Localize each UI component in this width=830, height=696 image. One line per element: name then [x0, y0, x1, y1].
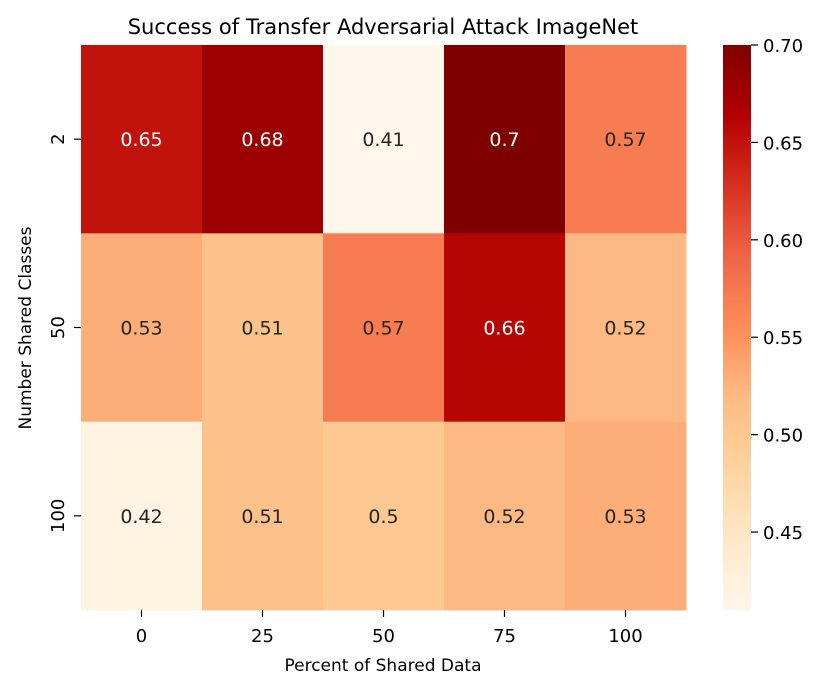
heatmap-cells	[81, 45, 687, 611]
cell-value-label: 0.65	[120, 129, 162, 151]
x-axis-label: Percent of Shared Data	[284, 656, 481, 676]
colorbar-tick-label: 0.55	[763, 328, 803, 349]
heatmap-cell	[202, 233, 324, 423]
colorbar-tick-label: 0.70	[763, 36, 803, 57]
heatmap-cell	[81, 233, 203, 423]
x-tick-label: 50	[372, 626, 395, 647]
cell-value-label: 0.7	[489, 129, 519, 151]
y-axis: 2 50 100	[48, 133, 81, 533]
cell-value-label: 0.51	[241, 506, 283, 528]
heatmap-cell	[81, 45, 203, 234]
y-tick-label: 2	[48, 133, 69, 144]
colorbar-tick-label: 0.50	[763, 426, 803, 447]
heatmap-cell	[565, 421, 687, 611]
heatmap-cell	[323, 45, 445, 234]
colorbar-tick-label: 0.60	[763, 231, 803, 252]
x-tick-label: 25	[251, 626, 274, 647]
heatmap-cell	[323, 233, 445, 423]
y-tick-label: 50	[48, 316, 69, 339]
heatmap-cell	[444, 421, 566, 611]
heatmap-cell	[444, 233, 566, 423]
cell-value-label: 0.52	[483, 506, 525, 528]
y-tick-label: 100	[48, 499, 69, 533]
x-tick-label: 100	[608, 626, 642, 647]
cell-value-label: 0.68	[241, 129, 283, 151]
heatmap-cell-labels: 0.65 0.68 0.41 0.7 0.57 0.53 0.51 0.57 0.66 0.52 0…	[120, 129, 646, 528]
cell-value-label: 0.53	[120, 318, 162, 340]
cell-value-label: 0.52	[604, 318, 646, 340]
cell-value-label: 0.57	[362, 318, 404, 340]
x-axis: 0 25 50 75 100	[136, 610, 643, 647]
cell-value-label: 0.53	[604, 506, 646, 528]
heatmap-cell	[565, 45, 687, 234]
heatmap-cell	[81, 421, 203, 611]
cell-value-label: 0.66	[483, 318, 525, 340]
cell-value-label: 0.41	[362, 129, 404, 151]
colorbar-gradient	[723, 45, 751, 610]
cell-value-label: 0.51	[241, 318, 283, 340]
x-tick-label: 75	[493, 626, 516, 647]
colorbar-tick-label: 0.45	[763, 523, 803, 544]
colorbar: 0.45 0.50 0.55 0.60 0.65 0.70	[723, 36, 803, 610]
colorbar-tick-label: 0.65	[763, 133, 803, 154]
chart-title: Success of Transfer Adversarial Attack I…	[128, 15, 639, 39]
y-axis-label: Number Shared Classes	[16, 226, 36, 429]
heatmap-cell	[565, 233, 687, 423]
heatmap-cell	[202, 45, 324, 234]
cell-value-label: 0.42	[120, 506, 162, 528]
x-tick-label: 0	[136, 626, 147, 647]
heatmap-cell	[202, 421, 324, 611]
cell-value-label: 0.5	[368, 506, 398, 528]
heatmap-cell	[444, 45, 566, 234]
heatmap-cell	[323, 421, 445, 611]
cell-value-label: 0.57	[604, 129, 646, 151]
